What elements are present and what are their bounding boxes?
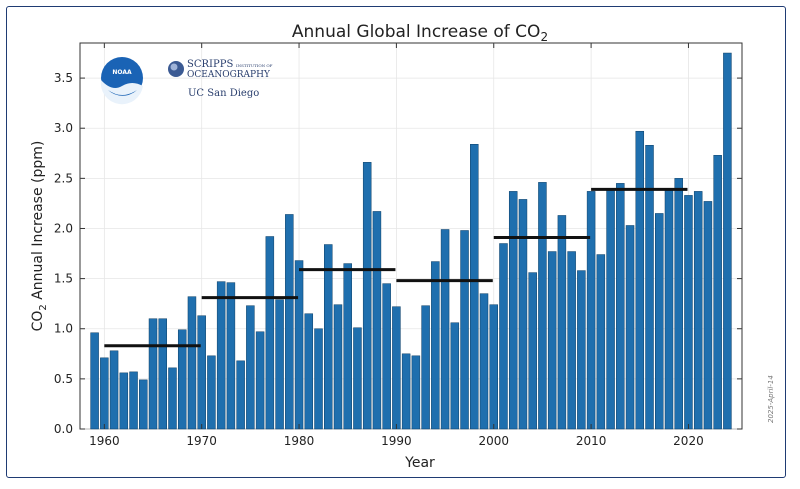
bar-1998 <box>470 144 479 430</box>
x-tick-label: 2000 <box>478 434 509 448</box>
decade-means-group <box>104 187 688 348</box>
y-tick-label: 3.0 <box>54 121 73 135</box>
bar-1985 <box>343 263 352 430</box>
bar-2004 <box>528 272 537 430</box>
bar-1981 <box>304 313 314 430</box>
y-tick-label: 3.5 <box>54 71 73 85</box>
bar-1984 <box>333 304 343 430</box>
bar-1967 <box>168 367 177 430</box>
bar-1972 <box>216 281 226 430</box>
bar-1959 <box>90 332 99 430</box>
bar-1983 <box>324 244 333 430</box>
bar-2014 <box>625 225 635 430</box>
bar-1977 <box>265 236 275 430</box>
bar-1988 <box>372 211 382 430</box>
noaa-logo-text: NOAA <box>112 69 132 76</box>
bar-1980 <box>294 260 304 430</box>
bar-2005 <box>538 182 547 430</box>
y-tick-label: 0.5 <box>54 372 73 386</box>
y-tick-label: 2.5 <box>54 171 73 185</box>
bar-1990 <box>392 306 401 430</box>
bar-2023 <box>713 155 722 430</box>
bar-2002 <box>508 191 518 430</box>
bar-1978 <box>275 299 284 430</box>
bar-1963 <box>129 371 138 430</box>
bar-1982 <box>314 328 323 430</box>
bar-1962 <box>119 372 129 430</box>
bar-2013 <box>616 183 625 430</box>
bar-1987 <box>362 162 372 430</box>
bar-1966 <box>158 318 167 430</box>
bar-2001 <box>499 243 508 430</box>
bar-2008 <box>567 251 576 430</box>
ucsd-logo-text: UC San Diego <box>188 88 259 99</box>
bar-1996 <box>450 322 460 430</box>
bar-2015 <box>635 130 645 430</box>
bar-2017 <box>655 213 664 430</box>
scripps-ucsd-logo: SCRIPPS INSTITUTION OF OCEANOGRAPHY UC S… <box>168 59 273 99</box>
bar-1976 <box>255 331 265 430</box>
bar-1973 <box>226 282 236 430</box>
bar-2010 <box>586 191 596 430</box>
scripps-line2: OCEANOGRAPHY <box>187 70 271 80</box>
bar-2016 <box>645 145 654 430</box>
bar-1986 <box>353 327 362 430</box>
bar-2011 <box>596 254 606 430</box>
bar-2022 <box>703 201 713 430</box>
chart-title: Annual Global Increase of CO2 <box>292 22 548 44</box>
bar-2012 <box>606 188 615 430</box>
bar-1970 <box>197 315 206 430</box>
scripps-small: INSTITUTION OF <box>236 63 273 68</box>
y-axis-ticks: 0.0 0.5 1.0 1.5 2.0 2.5 3.0 3.5 <box>54 71 742 436</box>
bar-2000 <box>489 304 498 430</box>
bar-2009 <box>577 270 586 430</box>
bar-1997 <box>460 230 469 430</box>
noaa-logo: NOAA <box>100 57 143 105</box>
y-tick-label: 1.0 <box>54 322 73 336</box>
y-tick-label: 0.0 <box>54 422 73 436</box>
bar-1968 <box>177 329 187 430</box>
bar-1961 <box>109 350 119 430</box>
x-axis-label: Year <box>404 455 435 471</box>
bar-1969 <box>187 296 197 430</box>
bar-1974 <box>236 360 245 430</box>
bar-1992 <box>411 355 421 430</box>
bar-1994 <box>431 261 440 430</box>
bar-1971 <box>207 355 216 430</box>
x-tick-label: 2010 <box>576 434 607 448</box>
bar-1960 <box>100 357 109 430</box>
bar-2020 <box>684 195 693 430</box>
bar-1995 <box>440 229 450 430</box>
bar-2007 <box>557 215 567 430</box>
bar-1964 <box>139 379 148 430</box>
bar-1965 <box>148 318 158 430</box>
x-axis-ticks: 1960 1970 1980 1990 2000 2010 2020 <box>89 43 704 448</box>
bar-1999 <box>479 293 489 430</box>
x-tick-label: 2020 <box>673 434 704 448</box>
bar-1979 <box>285 214 294 430</box>
x-tick-label: 1990 <box>381 434 412 448</box>
bar-1989 <box>382 283 391 430</box>
bar-1991 <box>401 353 411 430</box>
bar-2021 <box>693 191 703 430</box>
y-tick-label: 2.0 <box>54 221 73 235</box>
y-axis-label: CO2 Annual Increase (ppm) <box>30 141 49 332</box>
y-tick-label: 1.5 <box>54 272 73 286</box>
x-tick-label: 1960 <box>89 434 120 448</box>
bar-1975 <box>246 305 255 430</box>
x-tick-label: 1980 <box>284 434 315 448</box>
bar-2024 <box>723 52 732 430</box>
bar-2018 <box>664 188 674 430</box>
bar-2003 <box>518 199 528 430</box>
date-stamp: 2025-April-14 <box>767 375 775 423</box>
bar-1993 <box>421 305 430 430</box>
scripps-line1: SCRIPPS <box>187 59 233 70</box>
x-tick-label: 1970 <box>186 434 217 448</box>
bar-2019 <box>674 178 683 430</box>
bar-2006 <box>547 251 557 430</box>
